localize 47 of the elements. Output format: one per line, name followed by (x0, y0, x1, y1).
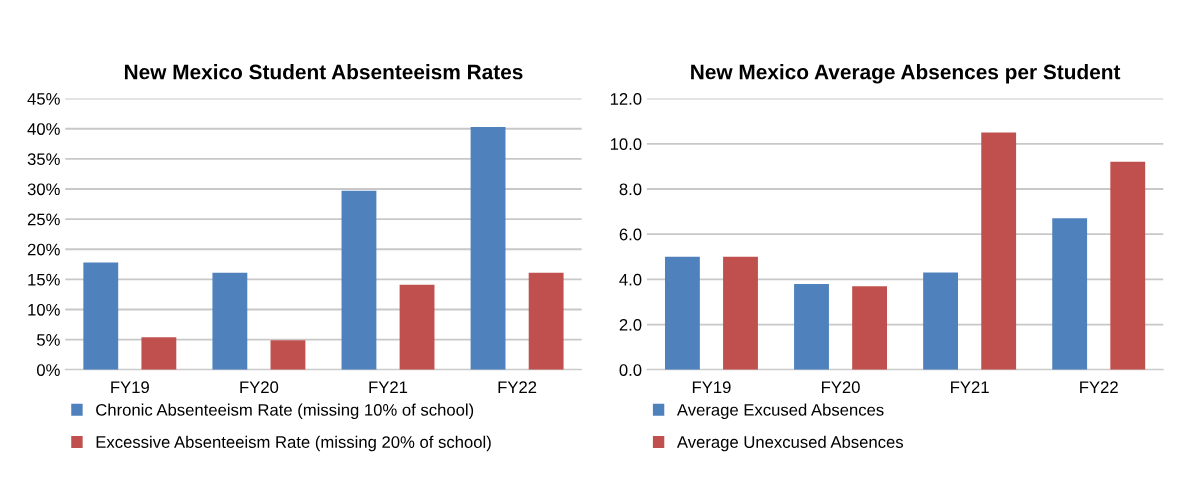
bar (723, 256, 758, 370)
y-tick-label: 0.0 (619, 364, 642, 376)
bar (83, 262, 119, 370)
bar (528, 272, 564, 370)
bar (852, 286, 888, 370)
bar (399, 284, 435, 370)
x-tick-label: FY22 (1080, 381, 1118, 393)
bar (470, 126, 506, 370)
y-tick-label: 6.0 (619, 228, 642, 241)
y-tick-label: 5% (37, 334, 60, 346)
y-tick-label: 12.0 (610, 93, 642, 105)
legend-label: Excessive Absenteeism Rate (missing 20% of school) (96, 435, 491, 452)
y-tick-label: 10.0 (610, 138, 642, 150)
bar (1052, 218, 1088, 370)
bar (664, 256, 700, 370)
y-tick-label: 25% (27, 213, 60, 226)
legend-label: Average Unexcused Absences (676, 435, 904, 452)
bar (1110, 161, 1146, 370)
y-tick-label: 20% (27, 243, 60, 256)
bar (923, 272, 959, 370)
x-tick-label: FY19 (692, 381, 731, 394)
y-tick-label: 15% (28, 273, 60, 286)
bar (794, 283, 829, 370)
x-tick-label: FY19 (111, 381, 149, 394)
bar (981, 132, 1017, 370)
x-tick-label: FY20 (240, 381, 279, 394)
y-tick-label: 40% (27, 123, 60, 135)
y-tick-label: 35% (27, 153, 60, 166)
y-tick-label: 45% (27, 93, 60, 105)
x-tick-label: FY21 (369, 381, 408, 393)
chart-title: New Mexico Student Absenteeism Rates (124, 64, 523, 80)
y-tick-label: 0% (36, 364, 60, 376)
bar (212, 272, 248, 370)
x-tick-label: FY21 (951, 381, 989, 393)
y-tick-label: 8.0 (619, 183, 642, 196)
y-tick-label: 4.0 (619, 273, 642, 286)
y-tick-label: 2.0 (619, 318, 642, 331)
y-tick-label: 30% (27, 183, 60, 196)
x-tick-label: FY20 (821, 381, 860, 394)
chart-title: New Mexico Average Absences per Student (691, 64, 1121, 84)
bar (341, 190, 377, 370)
y-tick-label: 10% (28, 303, 60, 316)
legend-label: Average Excused Absences (676, 403, 884, 420)
legend-label: Chronic Absenteeism Rate (missing 10% of school) (96, 403, 474, 420)
bar (141, 337, 177, 370)
x-tick-label: FY22 (498, 381, 537, 393)
bar (270, 340, 306, 370)
